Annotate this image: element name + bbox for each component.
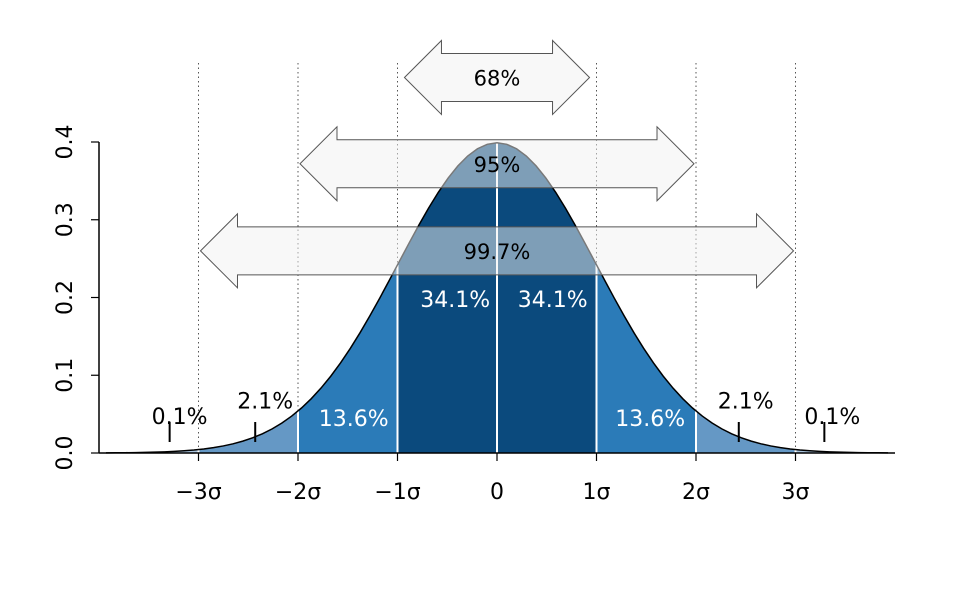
y-tick-label-1: 0.1 xyxy=(53,358,78,393)
y-axis: 0.0 0.1 0.2 0.3 0.4 xyxy=(53,125,100,471)
y-tick-label-4: 0.4 xyxy=(53,125,78,160)
range-arrow-2 xyxy=(199,212,795,290)
x-tick-label-0: −3σ xyxy=(175,480,221,505)
x-tick-label-1: −2σ xyxy=(275,480,321,505)
band-5 xyxy=(696,411,796,453)
dotted-gridlines xyxy=(198,63,796,450)
tail-label-1: 2.1% xyxy=(718,390,774,415)
region-label-3: 13.6% xyxy=(615,407,685,432)
y-tick-label-0: 0.0 xyxy=(53,436,78,471)
x-tick-label-5: 2σ xyxy=(682,480,710,505)
x-axis: −3σ −2σ −1σ 0 1σ 2σ 3σ xyxy=(99,452,895,505)
region-label-0: 34.1% xyxy=(420,288,490,313)
x-tick-label-4: 1σ xyxy=(583,480,611,505)
y-tick-label-2: 0.2 xyxy=(53,280,78,315)
band-6 xyxy=(795,449,889,453)
range-arrow-label-1: 95% xyxy=(474,153,521,177)
tail-labels: 2.1% 2.1% 0.1% 0.1% xyxy=(152,390,860,442)
region-label-1: 34.1% xyxy=(518,288,588,313)
band-1 xyxy=(198,411,298,453)
band-0 xyxy=(105,449,199,453)
tail-label-0: 2.1% xyxy=(237,390,293,415)
tail-label-2: 0.1% xyxy=(152,405,208,430)
x-tick-label-6: 3σ xyxy=(782,480,810,505)
y-tick-label-3: 0.3 xyxy=(53,202,78,237)
range-arrows: 68% 95% 99.7% xyxy=(199,39,795,290)
x-tick-label-3: 0 xyxy=(490,480,504,505)
range-arrow-label-0: 68% xyxy=(474,66,521,90)
tail-label-3: 0.1% xyxy=(804,405,860,430)
region-label-2: 13.6% xyxy=(319,407,389,432)
range-arrow-1 xyxy=(299,125,695,202)
x-tick-label-2: −1σ xyxy=(374,480,420,505)
range-arrow-0 xyxy=(403,39,591,116)
range-arrow-label-2: 99.7% xyxy=(464,240,531,264)
region-labels: 34.1% 34.1% 13.6% 13.6% xyxy=(319,288,685,432)
